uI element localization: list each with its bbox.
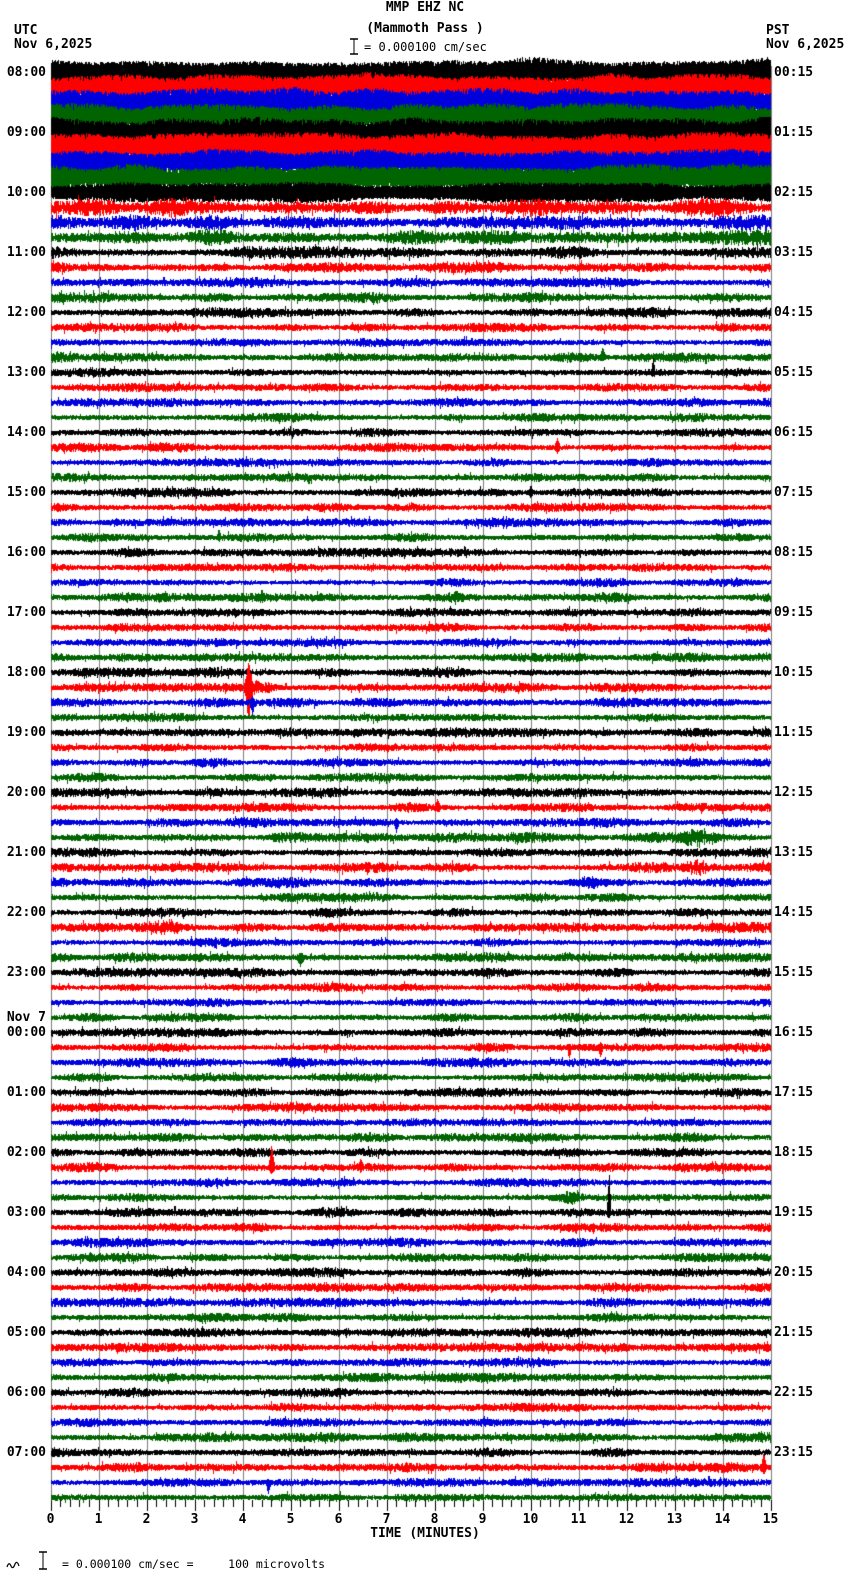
x-axis-tick-label: 4	[238, 1512, 247, 1527]
pst-hour-label: 23:15	[774, 1445, 814, 1460]
x-axis-tick-label: 13	[666, 1512, 683, 1527]
pst-hour-label: 13:15	[774, 845, 814, 860]
pst-hour-label: 16:15	[774, 1025, 814, 1040]
x-axis-tick-label: 1	[94, 1512, 103, 1527]
utc-hour-label: 17:00	[6, 605, 46, 620]
utc-hour-label: 05:00	[6, 1325, 46, 1340]
utc-hour-label: 15:00	[6, 485, 46, 500]
pst-hour-label: 00:15	[774, 65, 814, 80]
utc-hour-label: 20:00	[6, 785, 46, 800]
utc-hour-label: 01:00	[6, 1085, 46, 1100]
utc-hour-label: 22:00	[6, 905, 46, 920]
pst-hour-label: 21:15	[774, 1325, 814, 1340]
footer-scale-ibeam-icon	[39, 1551, 47, 1570]
pst-hour-label: 15:15	[774, 965, 814, 980]
pst-hour-label: 20:15	[774, 1265, 814, 1280]
pst-hour-label: 04:15	[774, 305, 814, 320]
station-title: MMP EHZ NC	[385, 0, 465, 15]
x-axis-tick-label: 3	[190, 1512, 199, 1527]
utc-hour-label: 02:00	[6, 1145, 46, 1160]
utc-hour-label: 04:00	[6, 1265, 46, 1280]
utc-date-label: Nov 6,2025	[14, 37, 93, 52]
utc-hour-label: 19:00	[6, 725, 46, 740]
utc-hour-label: 03:00	[6, 1205, 46, 1220]
utc-hour-label: 13:00	[6, 365, 46, 380]
amplitude-scale-label: = 0.000100 cm/sec	[364, 40, 487, 54]
x-axis-tick-label: 11	[570, 1512, 587, 1527]
pst-hour-label: 11:15	[774, 725, 814, 740]
pst-hour-label: 10:15	[774, 665, 814, 680]
utc-hour-label: 14:00	[6, 425, 46, 440]
x-axis-tick-label: 5	[286, 1512, 295, 1527]
pst-hour-label: 14:15	[774, 905, 814, 920]
x-axis-tick-label: 0	[46, 1512, 55, 1527]
pst-hour-label: 22:15	[774, 1385, 814, 1400]
x-axis-tick-label: 9	[478, 1512, 487, 1527]
utc-hour-label: 21:00	[6, 845, 46, 860]
pst-hour-label: 05:15	[774, 365, 814, 380]
x-axis-title: TIME (MINUTES)	[370, 1526, 480, 1541]
pst-hour-label: 07:15	[774, 485, 814, 500]
utc-day-label: Nov 7	[6, 1010, 46, 1025]
pst-hour-label: 06:15	[774, 425, 814, 440]
pst-hour-label: 17:15	[774, 1085, 814, 1100]
pst-hour-label: 03:15	[774, 245, 814, 260]
pst-hour-label: 09:15	[774, 605, 814, 620]
amplitude-scale-ibeam-icon	[350, 38, 358, 55]
x-axis-tick-label: 14	[714, 1512, 731, 1527]
utc-hour-label: 10:00	[6, 185, 46, 200]
utc-hour-label: 00:00	[6, 1025, 46, 1040]
x-axis-tick-label: 15	[762, 1512, 779, 1527]
x-axis-tick-label: 6	[334, 1512, 343, 1527]
utc-hour-label: 07:00	[6, 1445, 46, 1460]
pst-hour-label: 19:15	[774, 1205, 814, 1220]
utc-hour-label: 09:00	[6, 125, 46, 140]
x-axis-tick-label: 7	[382, 1512, 391, 1527]
x-axis-tick-label: 8	[430, 1512, 439, 1527]
footer-wiggle-logo-icon	[6, 1561, 20, 1569]
utc-hour-label: 12:00	[6, 305, 46, 320]
x-axis-tick-label: 10	[522, 1512, 539, 1527]
pst-timezone-label: PST	[766, 23, 790, 38]
utc-hour-label: 08:00	[6, 65, 46, 80]
x-axis-tick-label: 12	[618, 1512, 635, 1527]
pst-hour-label: 18:15	[774, 1145, 814, 1160]
pst-hour-label: 01:15	[774, 125, 814, 140]
x-axis-tick-label: 2	[142, 1512, 151, 1527]
utc-hour-label: 23:00	[6, 965, 46, 980]
utc-hour-label: 06:00	[6, 1385, 46, 1400]
utc-timezone-label: UTC	[14, 23, 38, 38]
utc-hour-label: 11:00	[6, 245, 46, 260]
pst-hour-label: 02:15	[774, 185, 814, 200]
pst-hour-label: 08:15	[774, 545, 814, 560]
footer-scale-text: = 0.000100 cm/sec = 100 microvolts	[62, 1557, 326, 1571]
station-subtitle: (Mammoth Pass )	[366, 21, 484, 36]
utc-hour-label: 16:00	[6, 545, 46, 560]
utc-hour-label: 18:00	[6, 665, 46, 680]
pst-hour-label: 12:15	[774, 785, 814, 800]
pst-date-label: Nov 6,2025	[766, 37, 845, 52]
